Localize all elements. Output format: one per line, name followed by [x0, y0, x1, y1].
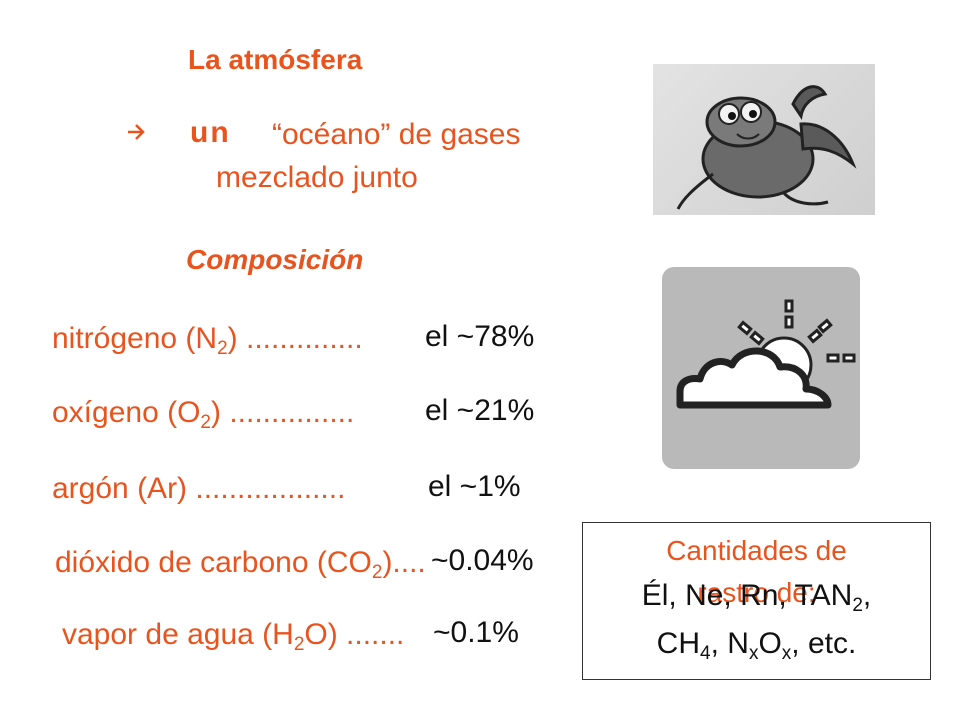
subtitle-line-2: mezclado junto: [216, 161, 418, 194]
trace-title: Cantidades de: [666, 535, 847, 566]
component-name: oxígeno (O: [52, 396, 201, 429]
component-name: nitrógeno (N: [52, 322, 218, 355]
bullet-marker: un: [190, 116, 231, 149]
component-subscript: 2: [200, 412, 211, 433]
component-dots: ) ...............: [211, 396, 355, 429]
component-dots: ) ..............: [227, 322, 363, 355]
component-dots: )....: [382, 546, 426, 579]
component-name: argón (Ar) ..................: [52, 472, 346, 505]
cloud-sun-icon: [662, 267, 860, 469]
component-value-water-vapor: ~0.1%: [433, 616, 519, 649]
component-row-co2: dióxido de carbono (CO2)....: [55, 546, 426, 583]
trace-gases-line-1: Él, Ne, Rn, TAN2,: [641, 579, 872, 616]
trace-gases-line-2: CH4, NxOx, etc.: [656, 627, 857, 664]
component-row-water-vapor: vapor de agua (H2O) .......: [62, 618, 405, 655]
component-value-oxygen: el ~21%: [425, 394, 535, 427]
trace-amounts-box: Cantidades de rastro de: Él, Ne, Rn, TAN…: [582, 522, 931, 680]
component-dots: O) .......: [304, 618, 405, 651]
component-subscript: 2: [371, 562, 383, 583]
component-subscript: 2: [293, 634, 305, 655]
component-row-nitrogen: nitrógeno (N2) ..............: [52, 322, 363, 359]
trace-title-line-2: rastro de:: [697, 577, 816, 608]
subtitle-line-1: “océano” de gases: [272, 118, 521, 151]
component-name: vapor de agua (H: [62, 618, 294, 651]
arrow-icon: [126, 118, 146, 150]
component-subscript: 2: [217, 338, 228, 359]
component-value-argon: el ~1%: [428, 470, 521, 503]
component-row-oxygen: oxígeno (O2) ...............: [52, 396, 355, 433]
page-title: La atmósfera: [188, 44, 363, 75]
component-row-argon: argón (Ar) ..................: [52, 472, 345, 506]
component-name: dióxido de carbono (CO: [55, 546, 372, 579]
component-value-nitrogen: el ~78%: [425, 320, 535, 353]
cartoon-lobster-image: [653, 64, 875, 215]
composition-heading: Composición: [186, 244, 364, 275]
component-value-co2: ~0.04%: [431, 544, 534, 577]
